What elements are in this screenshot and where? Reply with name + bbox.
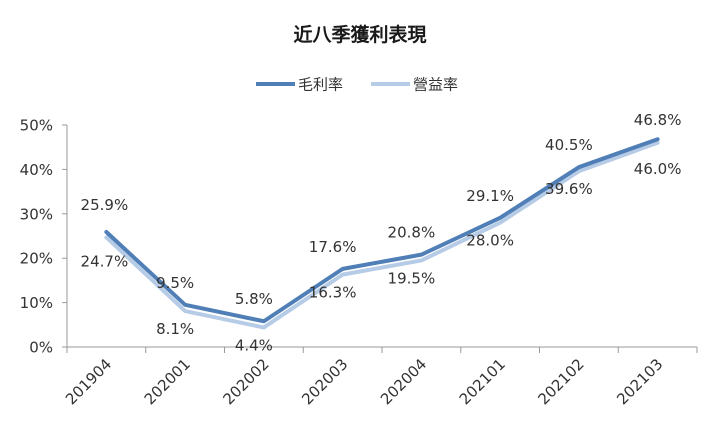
y-tick-label: 20% <box>20 250 53 268</box>
y-axis: 0% 10% 20% 30% 40% 50% <box>20 117 68 357</box>
data-labels: 25.9% 9.5% 5.8% 17.6% 20.8% 29.1% 40.5% 46.8% 24… <box>81 111 682 354</box>
data-label-operating-margin: 19.5% <box>388 269 436 287</box>
x-tick-label: 202102 <box>534 355 587 408</box>
data-label-operating-margin: 28.0% <box>466 232 514 250</box>
y-tick-label: 30% <box>20 205 53 223</box>
data-label-gross-margin: 17.6% <box>309 238 357 256</box>
data-label-operating-margin: 8.1% <box>156 320 194 338</box>
chart-title: 近八季獲利表現 <box>293 23 426 46</box>
x-tick-label: 202004 <box>377 355 430 408</box>
x-axis: 201904 202001 202002 202003 202004 202101 2021… <box>62 346 698 408</box>
x-tick-label: 202003 <box>298 355 351 408</box>
data-label-gross-margin: 9.5% <box>156 274 194 292</box>
y-tick-label: 40% <box>20 161 53 179</box>
legend-label-operating-margin: 營益率 <box>413 76 458 94</box>
y-tick-label: 0% <box>29 339 53 357</box>
data-label-gross-margin: 25.9% <box>81 196 129 214</box>
data-label-gross-margin: 46.8% <box>634 111 682 129</box>
data-label-gross-margin: 40.5% <box>545 136 593 154</box>
x-tick-label: 202101 <box>456 355 509 408</box>
data-label-operating-margin: 4.4% <box>235 336 273 354</box>
series-group <box>104 137 660 330</box>
y-tick-label: 50% <box>20 117 53 135</box>
data-label-operating-margin: 16.3% <box>309 284 357 302</box>
series-line-operating-margin <box>104 140 660 330</box>
data-label-gross-margin: 5.8% <box>235 290 273 308</box>
data-label-gross-margin: 29.1% <box>466 187 514 205</box>
y-tick-label: 10% <box>20 294 53 312</box>
legend-label-gross-margin: 毛利率 <box>298 76 343 94</box>
series-line-gross-margin <box>104 137 660 324</box>
legend: 毛利率 營益率 <box>256 76 458 94</box>
x-tick-label: 202002 <box>219 355 272 408</box>
x-tick-label: 202103 <box>613 355 666 408</box>
data-label-operating-margin: 24.7% <box>81 252 129 270</box>
data-label-operating-margin: 46.0% <box>634 160 682 178</box>
x-tick-label: 202001 <box>141 355 194 408</box>
data-label-operating-margin: 39.6% <box>545 180 593 198</box>
data-label-gross-margin: 20.8% <box>388 224 436 242</box>
x-tick-label: 201904 <box>62 355 115 408</box>
